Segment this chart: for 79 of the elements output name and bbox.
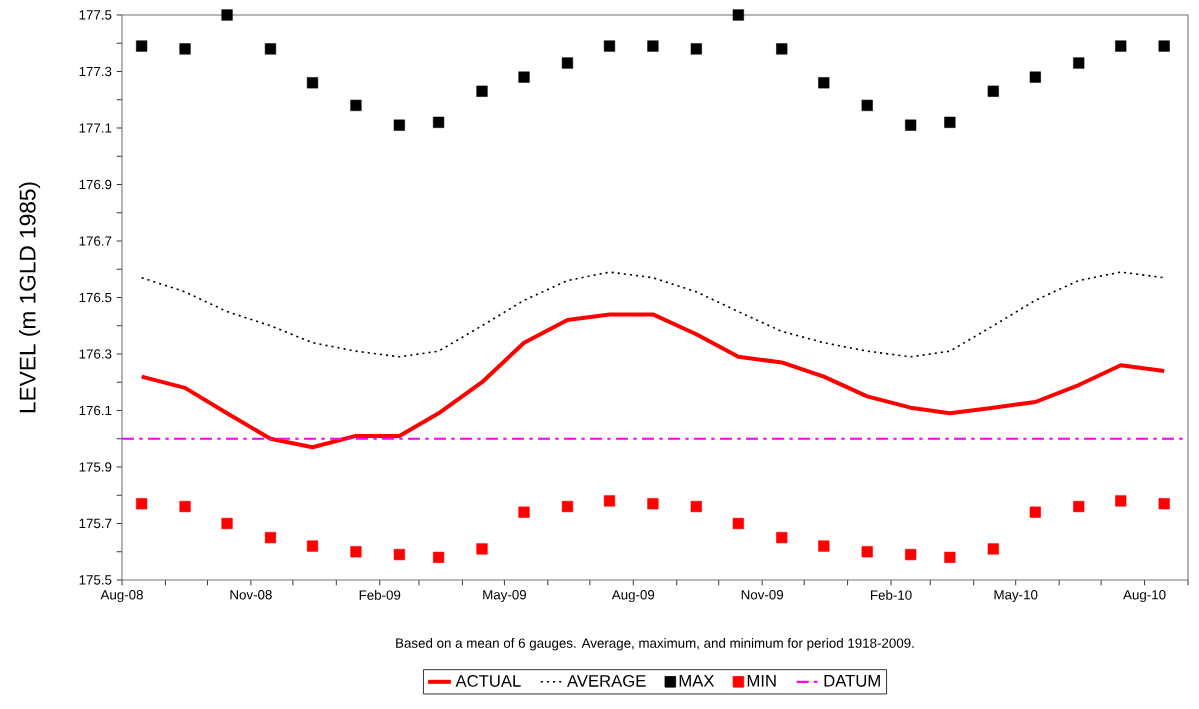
legend-label: AVERAGE	[567, 675, 646, 687]
y-tick-label: 175.7	[79, 518, 112, 529]
point	[1073, 500, 1085, 513]
point	[306, 77, 319, 89]
x-tick-label: May-09	[483, 590, 527, 603]
point	[264, 532, 277, 544]
x-tick-label: May-10	[994, 590, 1038, 603]
point	[944, 116, 956, 128]
y-tick-label: 175.5	[79, 575, 112, 585]
legend-label: MAX	[679, 675, 715, 687]
point	[1073, 57, 1085, 69]
point	[1029, 506, 1041, 518]
point	[732, 517, 744, 530]
point	[905, 119, 917, 131]
point	[350, 546, 362, 558]
x-tick-label: Nov-09	[741, 590, 784, 600]
point	[350, 99, 362, 111]
line-series	[139, 312, 1167, 450]
point	[136, 40, 148, 52]
point	[221, 517, 233, 530]
point	[690, 500, 702, 513]
point	[647, 40, 659, 52]
x-tick-label: Feb-10	[871, 590, 912, 600]
x-tick-label: Nov-08	[230, 590, 272, 600]
point	[306, 540, 319, 552]
y-tick-label: 176.7	[79, 236, 112, 246]
line-series	[140, 271, 1165, 358]
point	[776, 43, 788, 55]
y-tick-label: 177.1	[79, 123, 112, 133]
point	[432, 551, 445, 563]
point	[818, 77, 830, 89]
point	[432, 116, 445, 128]
point	[518, 506, 530, 518]
point	[944, 551, 956, 563]
point	[861, 546, 873, 558]
x-tick-label: Aug-09	[611, 590, 655, 603]
legend-label: MIN	[747, 675, 776, 687]
point	[179, 43, 191, 55]
point	[776, 532, 788, 544]
point	[393, 119, 405, 131]
point	[603, 40, 616, 52]
point	[476, 85, 488, 97]
point	[1115, 40, 1127, 52]
point	[561, 57, 574, 69]
y-tick-label: 176.3	[79, 349, 112, 359]
point	[690, 43, 702, 55]
point	[518, 71, 530, 83]
x-tick-label: Aug-08	[100, 590, 143, 603]
y-tick-label: 177.3	[79, 66, 112, 77]
point	[1115, 495, 1127, 507]
y-tick-label: 176.1	[79, 405, 112, 416]
x-tick-label: Aug-10	[1123, 590, 1166, 603]
y-tick-label: 176.9	[79, 179, 112, 190]
point	[905, 548, 917, 561]
legend-label: ACTUAL	[455, 675, 521, 687]
y-tick-label: 176.5	[79, 292, 112, 303]
legend-label: DATUM	[824, 675, 880, 687]
point	[1158, 40, 1170, 52]
point	[136, 498, 148, 510]
point	[647, 498, 659, 510]
point	[179, 500, 191, 513]
point	[603, 495, 616, 507]
y-tick-label: 177.5	[79, 10, 112, 20]
point	[561, 500, 574, 513]
point	[264, 43, 277, 55]
point	[221, 9, 233, 21]
point	[1158, 498, 1170, 510]
text: Based on a mean of 6 gauges. Average, maximum, and minimum for period 1918-2009.	[396, 638, 914, 651]
point	[393, 548, 405, 561]
point	[987, 85, 999, 97]
y-axis-title: LEVEL (m 1GLD 1985)	[19, 182, 41, 413]
point	[476, 543, 488, 555]
point	[818, 540, 830, 552]
y-tick-label: 175.9	[79, 462, 112, 472]
point	[732, 9, 744, 21]
point	[861, 99, 873, 111]
x-tick-label: Feb-09	[359, 590, 401, 600]
point	[987, 543, 999, 555]
point	[1029, 71, 1041, 83]
